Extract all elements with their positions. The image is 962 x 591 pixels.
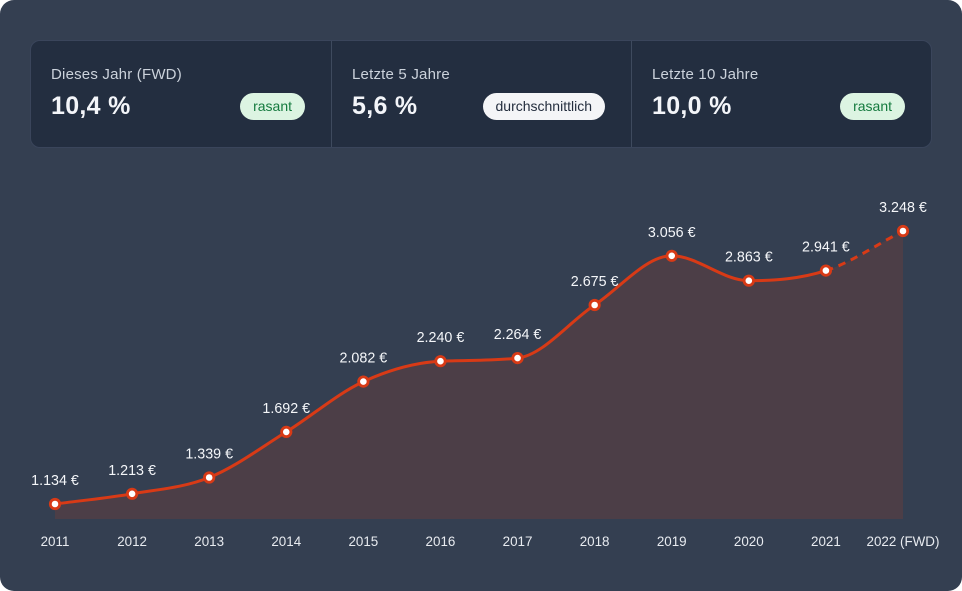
stat-value-row: 5,6 % durchschnittlich xyxy=(352,92,605,121)
stat-card-last-5-years: Letzte 5 Jahre 5,6 % durchschnittlich xyxy=(331,41,631,147)
chart-point-label: 1.339 € xyxy=(185,447,233,463)
chart-point-2012[interactable] xyxy=(125,487,139,500)
stat-value: 10,4 % xyxy=(51,92,131,120)
x-axis-label: 2015 xyxy=(348,534,378,549)
chart-point-2011[interactable] xyxy=(48,497,62,511)
chart-line-forecast xyxy=(825,229,904,273)
chart-point-label: 2.863 € xyxy=(725,250,773,266)
x-axis-label: 2018 xyxy=(580,534,610,549)
chart-point-2014[interactable] xyxy=(280,425,293,438)
chart-point-label: 2.941 € xyxy=(802,240,850,256)
x-axis-label: 2020 xyxy=(734,534,764,549)
x-axis-label: 2022 (FWD) xyxy=(867,534,940,549)
chart-point-label: 2.264 € xyxy=(494,327,542,343)
chart-point-label: 1.692 € xyxy=(262,401,310,417)
x-axis-label: 2017 xyxy=(503,534,533,549)
stat-value: 5,6 % xyxy=(352,92,418,120)
stat-card-this-year: Dieses Jahr (FWD) 10,4 % rasant xyxy=(31,41,331,147)
status-badge: durchschnittlich xyxy=(482,93,605,121)
stat-value: 10,0 % xyxy=(652,92,732,120)
chart-point-label: 1.213 € xyxy=(108,463,156,479)
chart-point-label: 3.056 € xyxy=(648,225,696,241)
chart-point-label: 3.248 € xyxy=(879,200,927,216)
stat-label: Letzte 5 Jahre xyxy=(352,66,450,83)
x-axis-label: 2012 xyxy=(117,534,147,549)
stat-value-row: 10,4 % rasant xyxy=(51,92,305,121)
chart-point-2017[interactable] xyxy=(511,351,524,365)
stat-label: Dieses Jahr (FWD) xyxy=(51,66,182,83)
chart-point-2022-fwd-[interactable] xyxy=(896,224,910,238)
chart-point-2016[interactable] xyxy=(434,355,447,368)
chart-point-label: 2.240 € xyxy=(417,330,465,346)
x-axis-label: 2013 xyxy=(194,534,224,549)
stat-value-row: 10,0 % rasant xyxy=(652,92,905,121)
chart-point-label: 1.134 € xyxy=(31,473,79,489)
chart-point-label: 2.675 € xyxy=(571,274,619,290)
chart-point-2021[interactable] xyxy=(819,264,833,277)
x-axis-label: 2011 xyxy=(41,534,70,549)
stat-card-last-10-years: Letzte 10 Jahre 10,0 % rasant xyxy=(631,41,931,147)
chart-point-2019[interactable] xyxy=(665,249,678,262)
stat-label: Letzte 10 Jahre xyxy=(652,66,759,83)
chart-point-2013[interactable] xyxy=(203,471,216,484)
chart-point-2020[interactable] xyxy=(742,274,755,287)
status-badge: rasant xyxy=(240,93,305,121)
chart-point-label: 2.082 € xyxy=(340,351,388,367)
x-axis-label: 2014 xyxy=(271,534,301,549)
chart-point-2018[interactable] xyxy=(588,298,601,312)
stats-bar: Dieses Jahr (FWD) 10,4 % rasant Letzte 5… xyxy=(30,40,932,148)
x-axis-label: 2021 xyxy=(811,534,841,549)
x-axis-label: 2016 xyxy=(426,534,456,549)
chart-area-fill xyxy=(55,231,903,519)
status-badge: rasant xyxy=(840,93,905,121)
chart-point-2015[interactable] xyxy=(357,375,370,388)
x-axis-label: 2019 xyxy=(657,534,687,549)
